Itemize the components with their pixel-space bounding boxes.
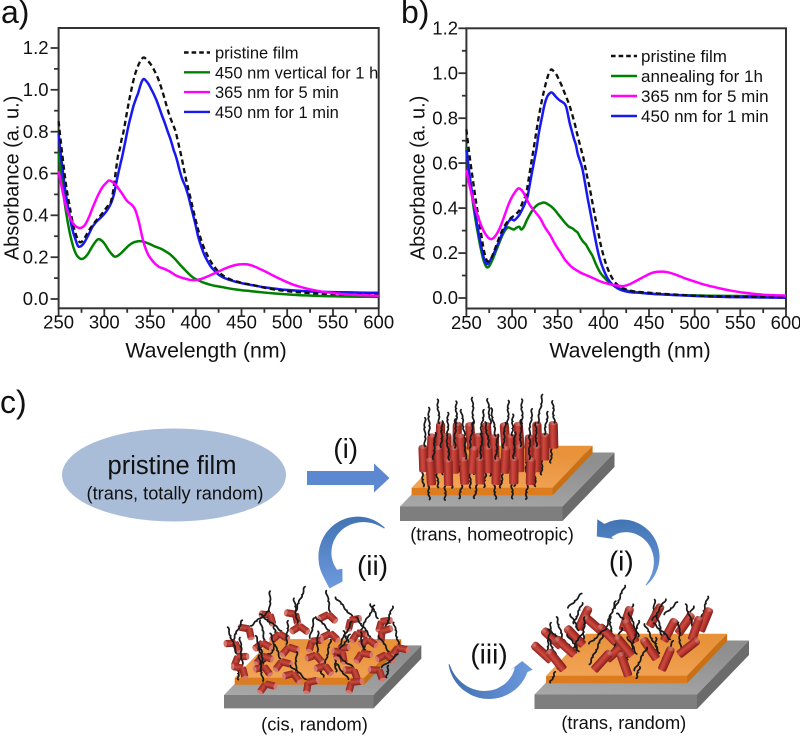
svg-text:500: 500 [679, 312, 710, 333]
svg-text:450: 450 [226, 312, 257, 333]
svg-text:0.8: 0.8 [23, 121, 49, 142]
svg-text:1.2: 1.2 [23, 37, 49, 58]
svg-text:300: 300 [89, 312, 120, 333]
svg-text:450 nm vertical for 1 h: 450 nm vertical for 1 h [215, 64, 378, 82]
svg-text:Absorbance (a. u.): Absorbance (a. u.) [2, 96, 24, 261]
svg-text:0.4: 0.4 [23, 205, 49, 226]
svg-text:(cis, random): (cis, random) [261, 714, 368, 735]
svg-text:350: 350 [135, 312, 166, 333]
svg-text:0.4: 0.4 [432, 197, 458, 218]
svg-text:annealing for 1h: annealing for 1h [641, 67, 763, 86]
svg-text:1.2: 1.2 [432, 18, 458, 39]
svg-text:400: 400 [180, 312, 211, 333]
svg-text:pristine film: pristine film [215, 45, 298, 63]
svg-text:0.2: 0.2 [432, 242, 458, 263]
svg-text:500: 500 [272, 312, 303, 333]
svg-text:450: 450 [634, 312, 665, 333]
svg-text:0.2: 0.2 [23, 246, 49, 267]
svg-text:(i): (i) [333, 433, 358, 464]
svg-text:1.0: 1.0 [23, 79, 49, 100]
svg-text:300: 300 [497, 312, 528, 333]
svg-text:a): a) [1, 0, 29, 30]
svg-text:1.0: 1.0 [432, 63, 458, 84]
svg-text:c): c) [0, 384, 27, 420]
svg-text:400: 400 [588, 312, 619, 333]
svg-text:550: 550 [725, 312, 756, 333]
svg-text:0.0: 0.0 [432, 287, 458, 308]
svg-text:Wavelength (nm): Wavelength (nm) [549, 339, 710, 363]
svg-text:600: 600 [771, 312, 800, 333]
svg-text:250: 250 [43, 312, 74, 333]
svg-text:b): b) [401, 0, 429, 30]
svg-text:(ii): (ii) [357, 550, 388, 581]
svg-text:450 nm for 1 min: 450 nm for 1 min [215, 104, 339, 122]
svg-text:pristine film: pristine film [641, 47, 727, 66]
svg-text:250: 250 [451, 312, 482, 333]
svg-text:365 nm for 5 min: 365 nm for 5 min [641, 87, 769, 106]
svg-text:pristine film: pristine film [108, 452, 237, 480]
svg-text:450 nm for 1 min: 450 nm for 1 min [641, 107, 769, 126]
svg-text:550: 550 [318, 312, 349, 333]
svg-text:(trans, random): (trans, random) [561, 712, 686, 733]
svg-text:(trans, totally random): (trans, totally random) [87, 484, 264, 504]
svg-text:Wavelength (nm): Wavelength (nm) [125, 339, 286, 363]
svg-text:0.8: 0.8 [432, 107, 458, 128]
svg-text:(trans, homeotropic): (trans, homeotropic) [410, 524, 574, 545]
svg-text:365 nm for 5 min: 365 nm for 5 min [215, 84, 339, 102]
svg-text:350: 350 [542, 312, 573, 333]
svg-text:0.6: 0.6 [23, 163, 49, 184]
svg-text:0.6: 0.6 [432, 152, 458, 173]
svg-text:(iii): (iii) [470, 639, 507, 670]
svg-text:600: 600 [363, 312, 394, 333]
svg-text:0.0: 0.0 [23, 288, 49, 309]
svg-text:(i): (i) [609, 546, 634, 577]
svg-text:Absorbance (a. u.): Absorbance (a. u.) [408, 96, 430, 261]
